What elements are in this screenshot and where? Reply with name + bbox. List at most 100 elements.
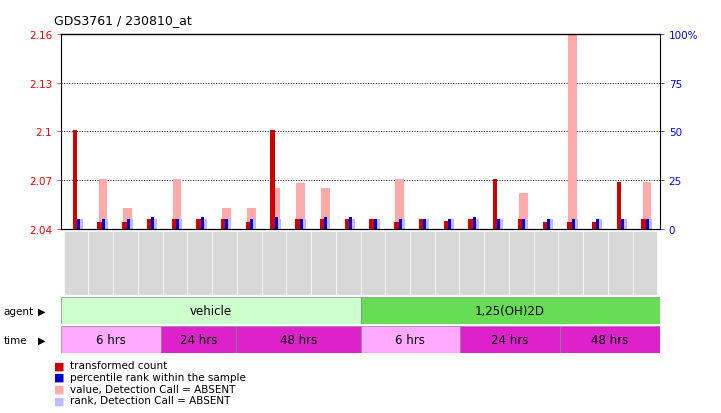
Bar	[360, 326, 460, 353]
Text: 6 hrs: 6 hrs	[395, 333, 425, 346]
Bar	[102, 219, 105, 229]
Bar	[286, 231, 311, 295]
Bar	[385, 231, 410, 295]
Text: ■: ■	[54, 395, 65, 405]
Bar	[63, 231, 89, 295]
Bar	[173, 179, 182, 229]
Text: agent: agent	[4, 306, 34, 316]
Bar	[275, 218, 278, 229]
Text: 24 hrs: 24 hrs	[180, 333, 217, 346]
Bar	[147, 219, 151, 229]
Bar	[349, 218, 352, 229]
Bar	[484, 231, 509, 295]
Bar	[519, 194, 528, 229]
Bar	[476, 219, 479, 229]
Bar	[419, 219, 423, 229]
Text: ▶: ▶	[37, 306, 45, 316]
Text: 48 hrs: 48 hrs	[591, 333, 629, 346]
Bar	[459, 231, 484, 295]
Bar	[443, 221, 448, 229]
Bar	[179, 219, 182, 229]
Bar	[154, 219, 157, 229]
Bar	[229, 219, 231, 229]
Bar	[616, 182, 621, 229]
Bar	[621, 219, 624, 229]
Bar	[196, 219, 200, 229]
Bar	[593, 223, 602, 229]
Bar	[509, 231, 534, 295]
Bar	[198, 223, 206, 229]
Bar	[608, 231, 632, 295]
Bar	[97, 223, 102, 229]
Bar	[61, 297, 360, 324]
Bar	[262, 231, 286, 295]
Bar	[148, 223, 156, 229]
Bar	[187, 231, 212, 295]
Bar	[80, 219, 83, 229]
Bar	[572, 219, 575, 229]
Bar	[250, 219, 253, 229]
Bar	[583, 231, 608, 295]
Bar	[592, 223, 596, 229]
Bar	[410, 231, 435, 295]
Bar	[346, 223, 355, 229]
Text: 1,25(OH)2D: 1,25(OH)2D	[475, 304, 545, 317]
Bar	[246, 223, 250, 229]
Bar	[632, 231, 658, 295]
Bar	[435, 231, 459, 295]
Bar	[469, 223, 478, 229]
Bar	[77, 219, 80, 229]
Bar	[300, 219, 303, 229]
Text: ■: ■	[54, 372, 65, 382]
Bar	[311, 231, 336, 295]
Bar	[204, 219, 207, 229]
Bar	[497, 219, 500, 229]
Bar	[247, 208, 255, 229]
Bar	[237, 231, 262, 295]
Bar	[122, 223, 127, 229]
Bar	[172, 219, 176, 229]
Bar	[525, 219, 528, 229]
Bar	[420, 223, 428, 229]
Bar	[360, 297, 660, 324]
Bar	[395, 179, 404, 229]
Bar	[123, 208, 132, 229]
Bar	[473, 218, 476, 229]
Bar	[522, 219, 525, 229]
Bar	[336, 231, 360, 295]
Bar	[448, 219, 451, 229]
Bar	[138, 231, 163, 295]
Bar	[200, 218, 204, 229]
Bar	[518, 219, 522, 229]
Bar	[352, 219, 355, 229]
Text: GDS3761 / 230810_at: GDS3761 / 230810_at	[54, 14, 192, 27]
Bar	[105, 219, 107, 229]
Bar	[253, 219, 256, 229]
Bar	[451, 219, 454, 229]
Bar	[423, 219, 426, 229]
Bar	[624, 219, 627, 229]
Bar	[394, 223, 399, 229]
Bar	[568, 33, 577, 229]
Text: ▶: ▶	[37, 335, 45, 345]
Bar	[544, 223, 552, 229]
Bar	[493, 179, 497, 229]
Text: percentile rank within the sample: percentile rank within the sample	[70, 372, 246, 382]
Bar	[296, 184, 305, 229]
Text: transformed count: transformed count	[70, 361, 167, 370]
Bar	[646, 219, 649, 229]
Bar	[127, 219, 130, 229]
Bar	[295, 219, 300, 229]
Bar	[270, 131, 275, 229]
Bar	[445, 223, 454, 229]
Bar	[221, 219, 226, 229]
Text: ■: ■	[54, 361, 65, 370]
Bar	[374, 219, 377, 229]
Bar	[113, 231, 138, 295]
Bar	[320, 219, 324, 229]
Bar	[176, 219, 179, 229]
Bar	[369, 219, 374, 229]
Bar	[327, 219, 330, 229]
Bar	[649, 219, 652, 229]
Bar	[99, 179, 107, 229]
